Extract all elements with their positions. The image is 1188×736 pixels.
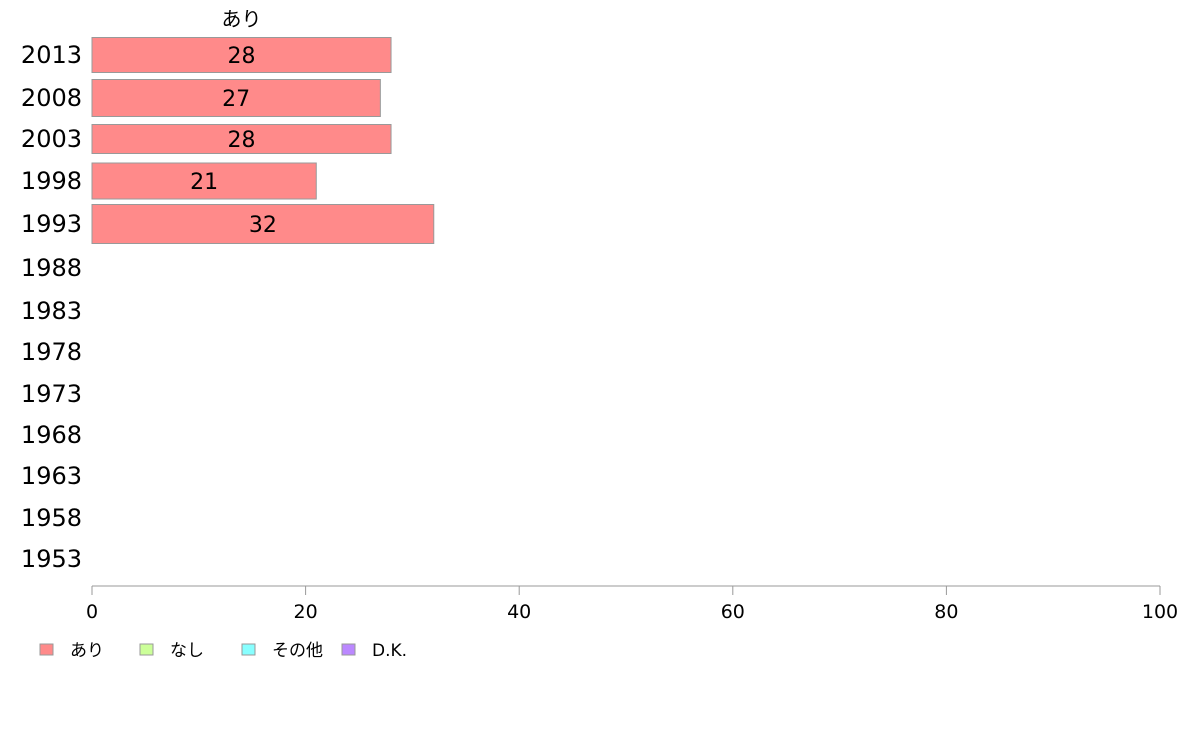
series-header-label: あり xyxy=(222,7,262,31)
x-tick-label: 60 xyxy=(721,601,745,623)
bar-value-label: 21 xyxy=(190,170,218,195)
x-tick-label: 40 xyxy=(507,601,531,623)
bar-value-label: 27 xyxy=(222,87,250,112)
year-label: 1958 xyxy=(21,504,82,532)
bar-segment xyxy=(91,204,435,244)
legend-label: D.K. xyxy=(372,641,407,661)
bar-segment xyxy=(91,124,392,154)
legend-label: なし xyxy=(170,641,204,661)
year-label: 1988 xyxy=(21,254,82,282)
year-label: 2013 xyxy=(21,41,82,69)
year-label: 1983 xyxy=(21,297,82,325)
bar-segment xyxy=(91,162,317,200)
year-label: 1978 xyxy=(21,338,82,366)
x-tick-label: 20 xyxy=(294,601,318,623)
bar-value-label: 28 xyxy=(228,128,256,153)
x-tick-label: 0 xyxy=(86,601,98,623)
legend-label: あり xyxy=(70,641,104,661)
bar-value-label: 28 xyxy=(228,44,256,69)
year-label: 2008 xyxy=(21,84,82,112)
x-tick-label: 100 xyxy=(1142,601,1178,623)
year-label: 1963 xyxy=(21,462,82,490)
year-label: 1998 xyxy=(21,167,82,195)
legend-swatch xyxy=(241,643,256,656)
year-label: 1968 xyxy=(21,421,82,449)
year-label: 1973 xyxy=(21,380,82,408)
x-tick-label: 80 xyxy=(934,601,958,623)
legend-swatch xyxy=(39,643,54,656)
year-label: 1953 xyxy=(21,545,82,573)
bar-segment xyxy=(91,79,381,117)
year-label: 1993 xyxy=(21,210,82,238)
bar-value-label: 32 xyxy=(249,213,277,238)
legend-label: その他 xyxy=(272,641,323,661)
legend-swatch xyxy=(341,643,356,656)
legend-swatch xyxy=(139,643,154,656)
bar-segment xyxy=(91,37,392,73)
year-label: 2003 xyxy=(21,125,82,153)
